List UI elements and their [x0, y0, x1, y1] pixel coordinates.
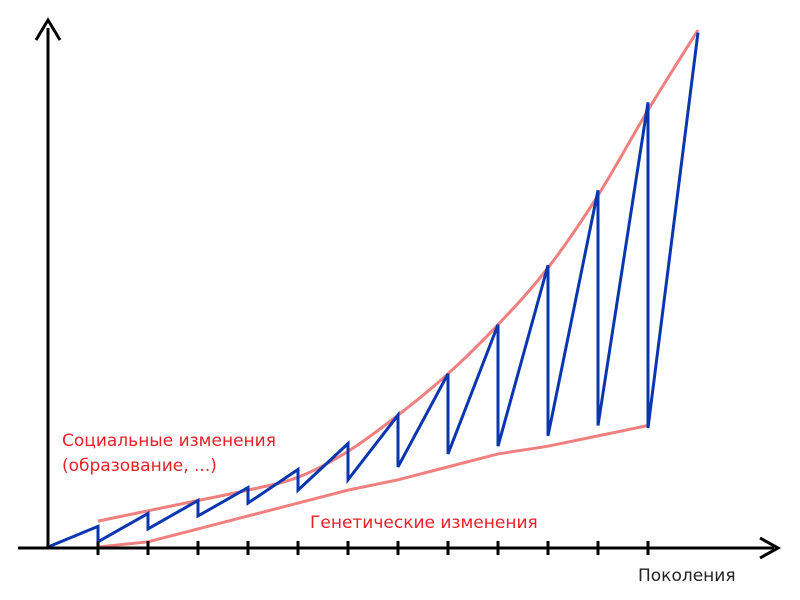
y-axis-arrowhead [34, 17, 62, 41]
x-axis-ticks [96, 541, 650, 555]
sawtooth-line [47, 32, 700, 549]
social-change-curve [97, 29, 700, 523]
combined-progress-sawtooth [47, 32, 700, 549]
x-axis-label: Поколения [638, 566, 736, 586]
genetic-change-envelope [97, 424, 649, 549]
social-change-envelope [97, 29, 700, 523]
x-axis-arrowhead [759, 536, 782, 560]
genetic-change-label: Генетические изменения [310, 513, 538, 533]
social-change-sublabel: (образование, ...) [62, 456, 217, 476]
social-change-label: Социальные изменения [62, 431, 276, 451]
genetic-change-line [97, 424, 649, 549]
